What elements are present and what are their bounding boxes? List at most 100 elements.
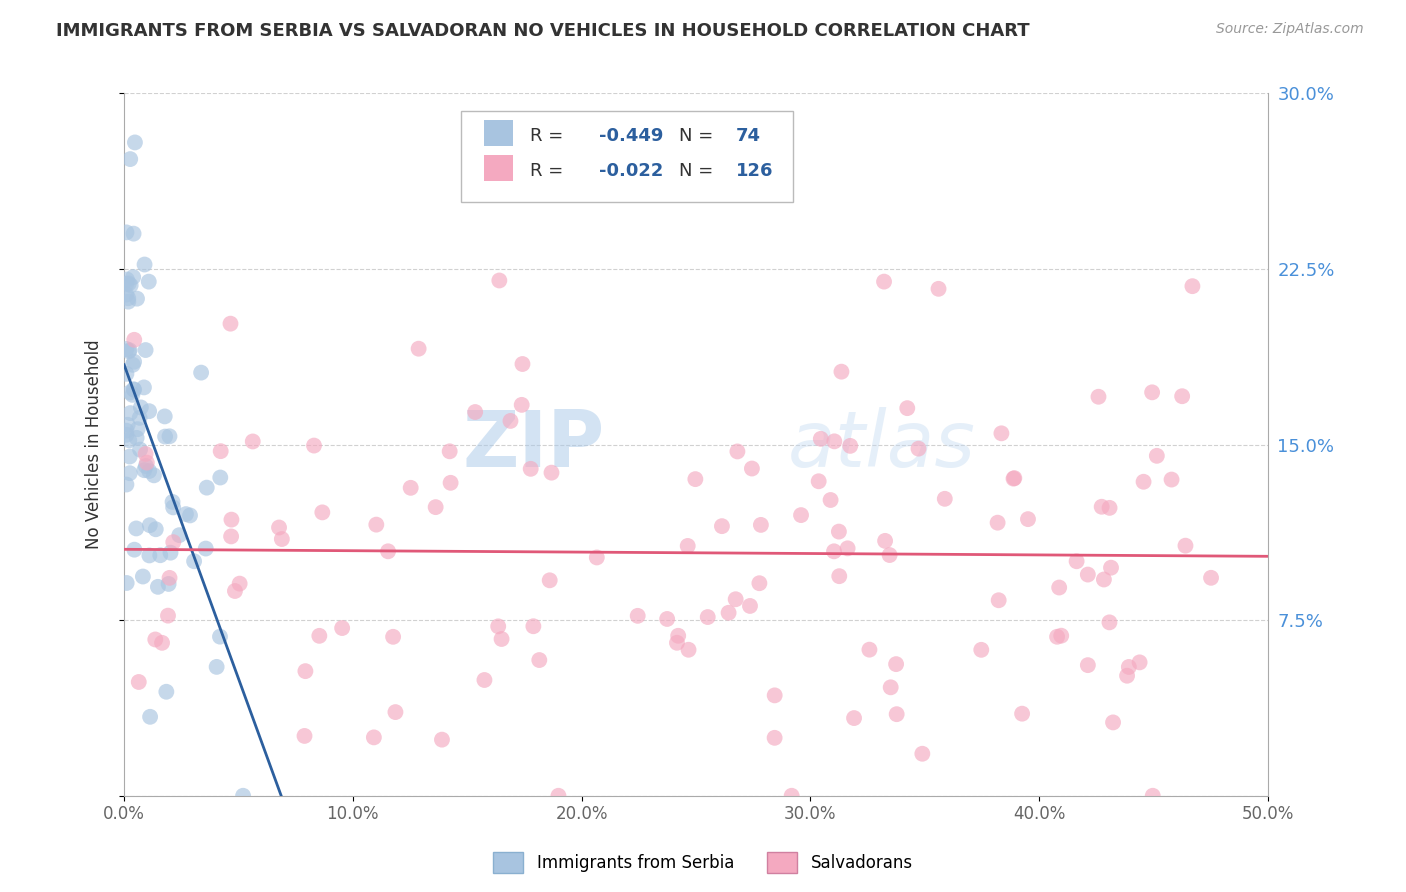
Point [486, 619, 509, 633]
Point [1002, 472, 1025, 486]
Point [132, 380, 155, 394]
Point [157, 577, 180, 591]
Point [194, 541, 217, 556]
Y-axis label: No Vehicles in Household: No Vehicles in Household [86, 340, 103, 549]
Text: atlas: atlas [787, 407, 976, 483]
Point [823, 434, 845, 449]
Point [823, 544, 845, 558]
Point [330, 621, 353, 635]
Point [1087, 390, 1109, 404]
Point [115, 272, 138, 286]
Point [125, 521, 148, 535]
Point [665, 636, 688, 650]
Point [209, 470, 232, 484]
Point [138, 404, 160, 418]
Point [115, 226, 138, 240]
Point [118, 344, 141, 359]
Point [886, 707, 908, 722]
Point [780, 789, 803, 803]
Point [117, 417, 139, 432]
Point [685, 472, 707, 486]
Point [190, 366, 212, 380]
Point [540, 466, 562, 480]
Point [585, 550, 607, 565]
Point [138, 275, 160, 289]
Point [159, 429, 181, 443]
Point [499, 414, 522, 428]
Point [491, 632, 513, 646]
Point [129, 442, 152, 457]
Point [366, 517, 388, 532]
Text: IMMIGRANTS FROM SERBIA VS SALVADORAN NO VEHICLES IN HOUSEHOLD CORRELATION CHART: IMMIGRANTS FROM SERBIA VS SALVADORAN NO … [56, 22, 1029, 40]
Point [830, 365, 852, 379]
Point [510, 398, 533, 412]
Point [1099, 560, 1122, 574]
Point [807, 475, 830, 489]
Point [1092, 573, 1115, 587]
Point [267, 520, 290, 534]
Point [139, 710, 162, 724]
Text: 74: 74 [735, 127, 761, 145]
Point [115, 576, 138, 591]
Point [363, 731, 385, 745]
Point [738, 599, 761, 613]
Point [115, 367, 138, 381]
Point [115, 427, 138, 442]
Point [408, 342, 430, 356]
Point [308, 629, 330, 643]
Point [439, 475, 461, 490]
Point [135, 447, 157, 461]
Point [837, 541, 859, 556]
Point [162, 500, 184, 515]
Point [294, 729, 316, 743]
Point [1077, 658, 1099, 673]
Point [538, 574, 561, 588]
Point [741, 461, 763, 475]
Point [488, 273, 510, 287]
Point [763, 731, 786, 745]
Point [724, 592, 747, 607]
Point [138, 549, 160, 563]
Point [115, 477, 138, 491]
Text: R =: R = [530, 161, 569, 179]
Point [1118, 660, 1140, 674]
Point [143, 632, 166, 647]
Point [425, 500, 447, 515]
Point [858, 642, 880, 657]
Text: N =: N = [679, 161, 718, 179]
Point [150, 636, 173, 650]
Point [725, 444, 748, 458]
Point [121, 358, 143, 372]
Point [934, 491, 956, 506]
Point [174, 507, 197, 521]
Point [118, 466, 141, 480]
Point [208, 630, 231, 644]
Point [232, 789, 254, 803]
Point [128, 675, 150, 690]
Point [678, 642, 700, 657]
Point [1091, 500, 1114, 514]
Text: R =: R = [530, 127, 569, 145]
Point [209, 444, 232, 458]
Point [115, 424, 138, 438]
Point [810, 432, 832, 446]
Point [879, 548, 901, 562]
Point [655, 612, 678, 626]
Point [135, 456, 157, 470]
Point [127, 422, 149, 436]
Point [474, 673, 496, 687]
Point [519, 462, 541, 476]
Point [134, 258, 156, 272]
Point [115, 342, 138, 356]
Point [382, 630, 405, 644]
Point [135, 343, 157, 357]
Point [990, 426, 1012, 441]
Point [302, 439, 325, 453]
Point [118, 343, 141, 358]
Point [242, 434, 264, 449]
Point [399, 481, 422, 495]
Point [135, 458, 157, 473]
Point [155, 685, 177, 699]
Point [1142, 789, 1164, 803]
Point [183, 554, 205, 568]
